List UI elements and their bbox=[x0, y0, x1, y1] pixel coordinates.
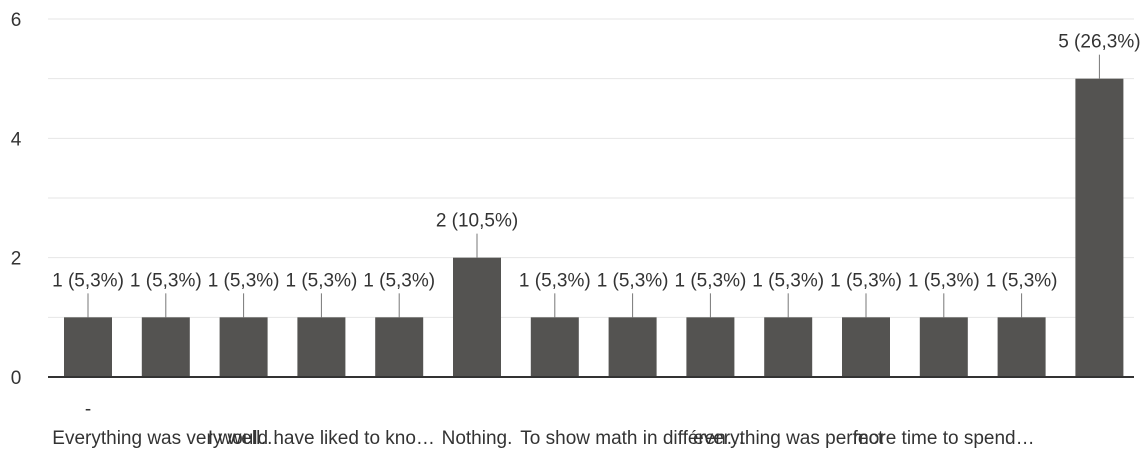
x-tick-label: Everything was very well… bbox=[52, 428, 279, 449]
data-label: 1 (5,3%) bbox=[363, 270, 435, 291]
data-label: 1 (5,3%) bbox=[674, 270, 746, 291]
x-tick-label: everything was perfect bbox=[693, 428, 884, 449]
data-label: 1 (5,3%) bbox=[208, 270, 280, 291]
data-label: 1 (5,3%) bbox=[597, 270, 669, 291]
bar bbox=[1075, 78, 1124, 378]
bar bbox=[530, 317, 579, 377]
bar bbox=[997, 317, 1046, 377]
data-label: 2 (10,5%) bbox=[436, 211, 518, 232]
bar bbox=[375, 317, 424, 377]
y-tick-label: 6 bbox=[11, 10, 22, 31]
data-label: 1 (5,3%) bbox=[52, 270, 124, 291]
y-tick-label: 0 bbox=[11, 368, 22, 389]
bar bbox=[686, 317, 735, 377]
y-tick-label: 4 bbox=[11, 129, 22, 150]
bar bbox=[764, 317, 813, 377]
x-tick-label: Nothing. bbox=[442, 428, 513, 449]
x-tick-label: I would have liked to kno… bbox=[208, 428, 435, 449]
bar bbox=[608, 317, 657, 377]
bar bbox=[141, 317, 190, 377]
data-label: 1 (5,3%) bbox=[285, 270, 357, 291]
x-tick-label: more time to spend… bbox=[853, 428, 1035, 449]
bar bbox=[297, 317, 346, 377]
bar bbox=[453, 257, 501, 377]
data-label: 1 (5,3%) bbox=[908, 270, 980, 291]
bar bbox=[64, 317, 112, 377]
data-label: 1 (5,3%) bbox=[986, 270, 1058, 291]
x-tick-label: To show math in différen… bbox=[520, 428, 745, 449]
x-tick-label: - bbox=[85, 399, 91, 420]
data-label: 1 (5,3%) bbox=[752, 270, 824, 291]
bar bbox=[219, 317, 268, 377]
data-label: 5 (26,3%) bbox=[1058, 32, 1140, 53]
data-label: 1 (5,3%) bbox=[130, 270, 202, 291]
y-tick-label: 2 bbox=[11, 249, 22, 270]
data-label: 1 (5,3%) bbox=[519, 270, 591, 291]
bar bbox=[842, 317, 890, 377]
data-label: 1 (5,3%) bbox=[830, 270, 902, 291]
bar bbox=[919, 317, 968, 377]
